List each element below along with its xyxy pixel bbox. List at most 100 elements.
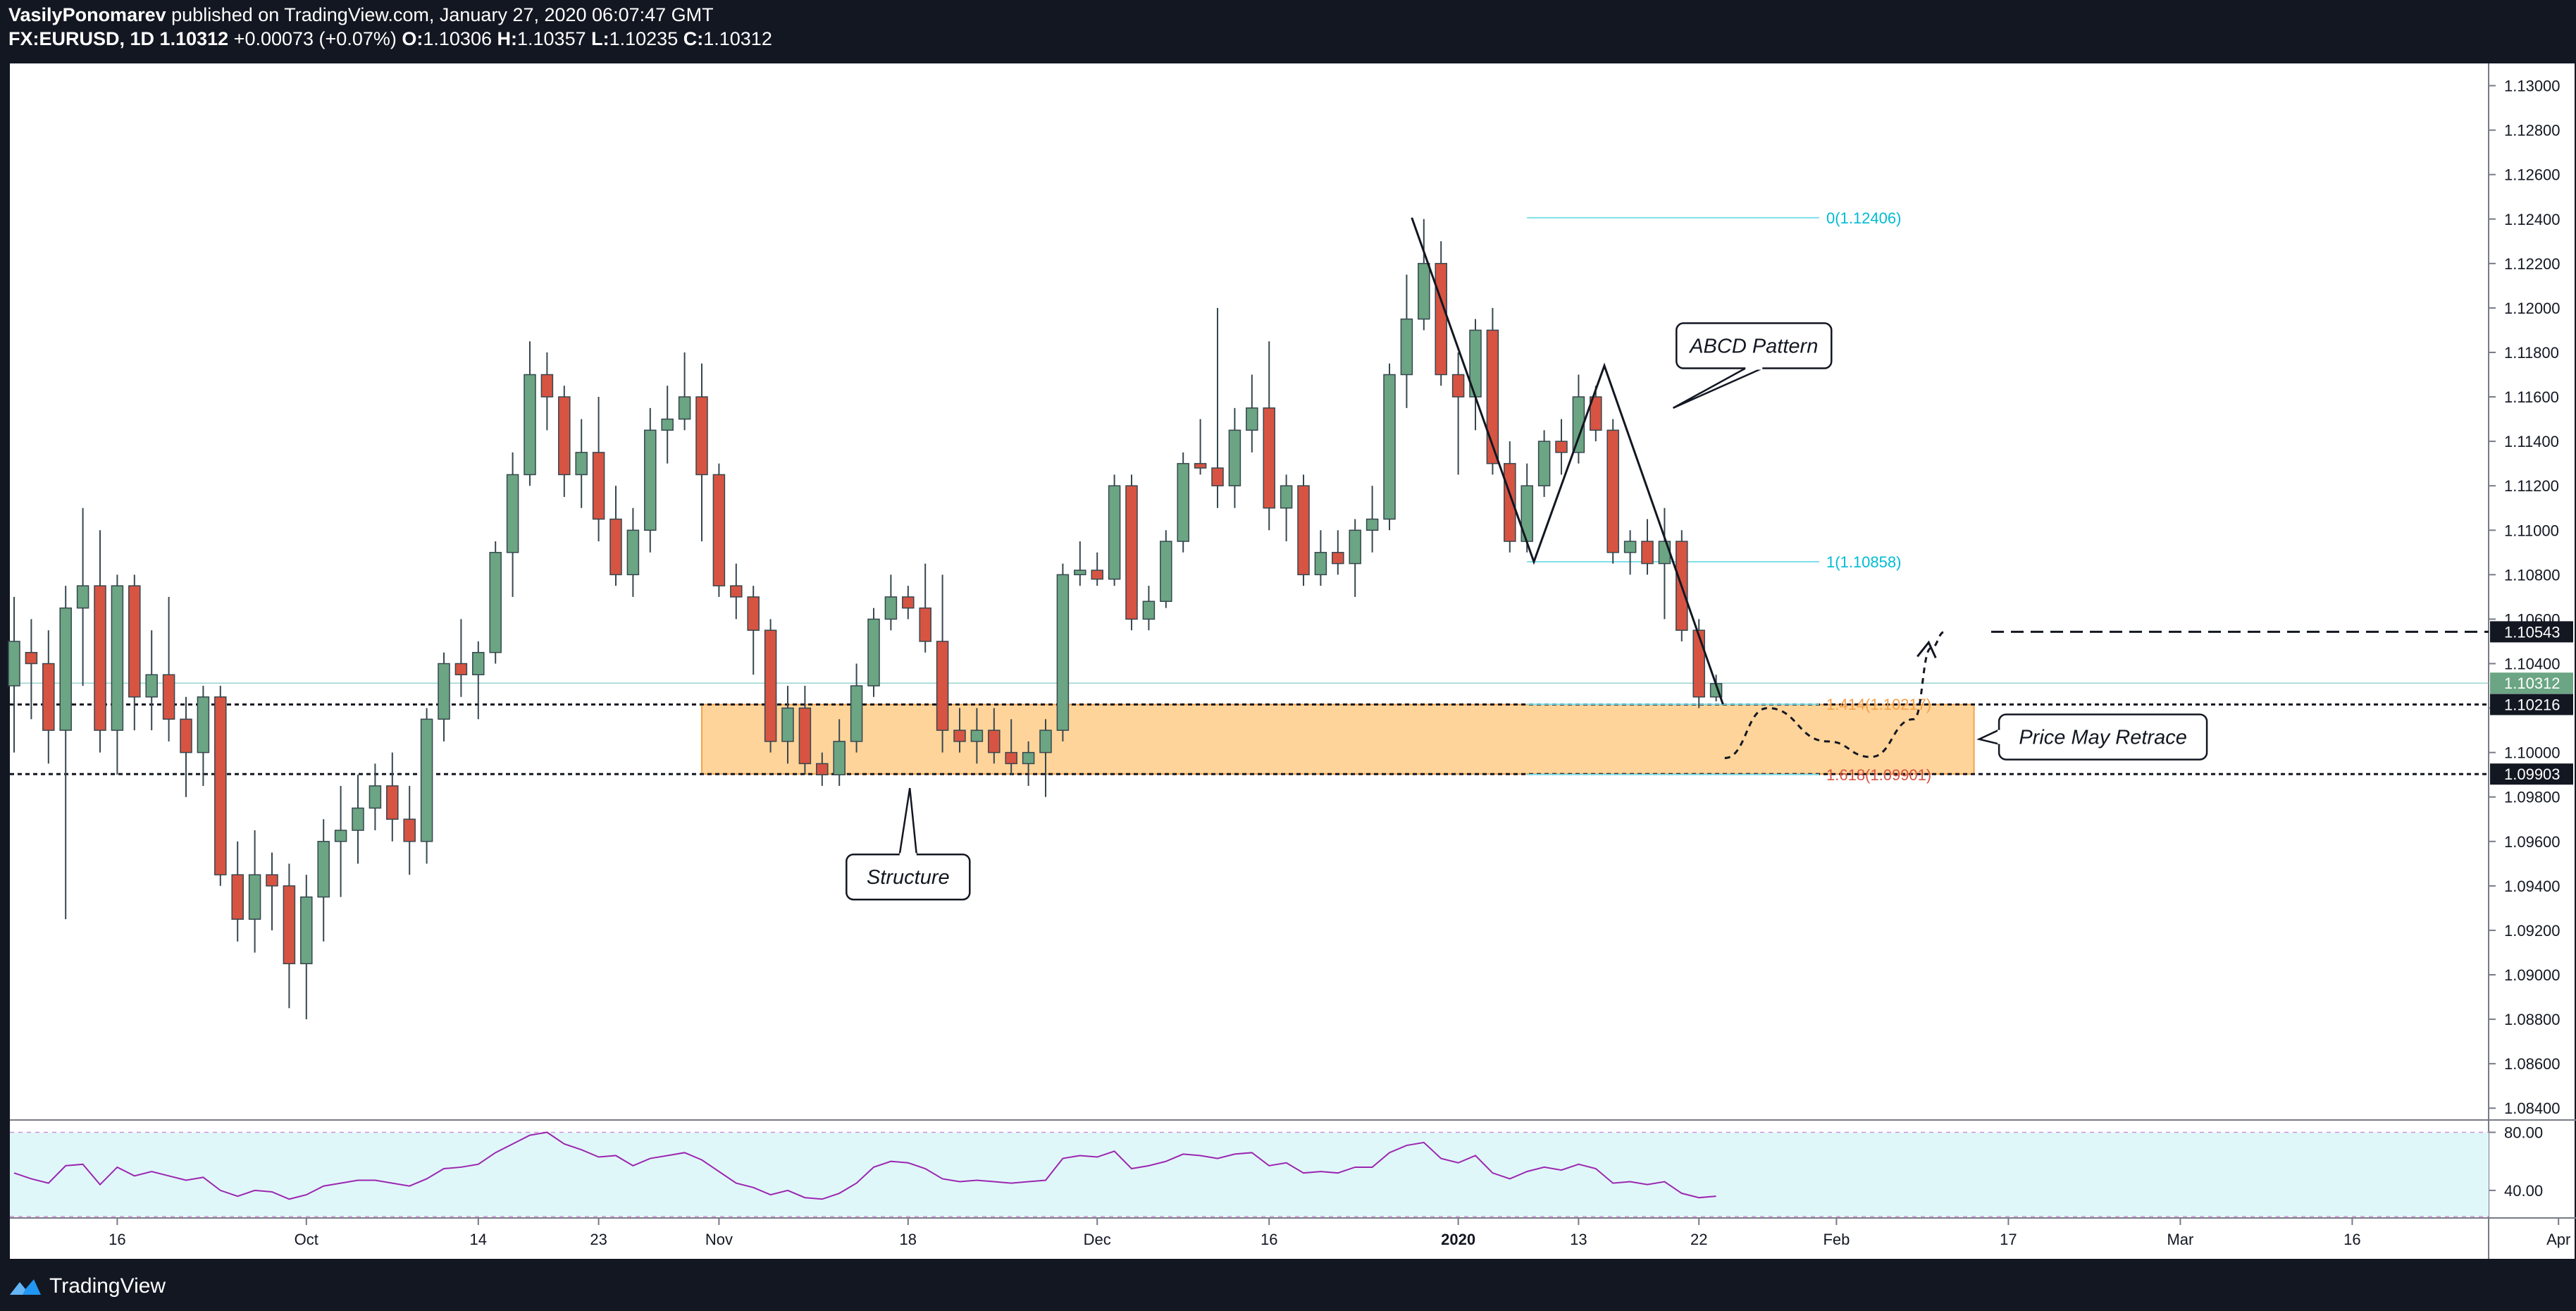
candle-bull[interactable] <box>59 607 72 731</box>
candle-bear[interactable] <box>1125 485 1138 620</box>
candle-bear[interactable] <box>1297 485 1310 576</box>
candle-bear[interactable] <box>162 674 175 720</box>
rsi-line[interactable] <box>13 1131 1716 1200</box>
candle-bull[interactable] <box>970 730 984 742</box>
candle-bear[interactable] <box>1435 263 1447 376</box>
candle-bull[interactable] <box>781 707 794 742</box>
author-name[interactable]: VasilyPonomarev <box>8 4 166 25</box>
candle-bear[interactable] <box>988 730 1001 753</box>
candle-bear[interactable] <box>25 651 38 665</box>
candle-bull[interactable] <box>489 552 502 653</box>
candle-bear[interactable] <box>1194 462 1207 469</box>
candle-bull[interactable] <box>300 896 313 964</box>
candle-bull[interactable] <box>334 830 347 842</box>
candle-bear[interactable] <box>764 629 777 742</box>
candle-bull[interactable] <box>248 874 261 920</box>
candle-bull[interactable] <box>1658 541 1671 565</box>
candle-bull[interactable] <box>575 452 588 476</box>
candle-bull[interactable] <box>678 396 691 420</box>
candle-bear[interactable] <box>902 596 915 609</box>
candle-bull[interactable] <box>1383 374 1396 520</box>
candle-bull[interactable] <box>1142 601 1156 620</box>
candle-bear[interactable] <box>42 663 55 731</box>
candle-bear[interactable] <box>283 885 296 964</box>
candle-bull[interactable] <box>1039 730 1052 753</box>
candle-bear[interactable] <box>1451 374 1465 398</box>
candle-bull[interactable] <box>661 418 674 431</box>
candle-bear[interactable] <box>1555 441 1568 453</box>
projection-path[interactable] <box>1724 630 1945 760</box>
candle-bear[interactable] <box>128 585 141 698</box>
abcd-pattern-line[interactable] <box>1411 217 1724 705</box>
candle-bear[interactable] <box>214 696 227 875</box>
candle-bear[interactable] <box>695 396 708 476</box>
candle-bull[interactable] <box>1314 552 1327 576</box>
candle-bear[interactable] <box>953 730 966 742</box>
candle-bull[interactable] <box>317 841 330 898</box>
candle-bear[interactable] <box>1590 396 1602 431</box>
tradingview-logo[interactable]: TradingView <box>8 1274 166 1298</box>
candle-bull[interactable] <box>626 529 640 576</box>
candle-bull[interactable] <box>506 474 519 553</box>
candle-bull[interactable] <box>644 429 657 531</box>
candle-bull[interactable] <box>1537 441 1551 486</box>
candle-bull[interactable] <box>1280 485 1293 509</box>
candle-bear[interactable] <box>94 585 106 731</box>
candle-bear[interactable] <box>730 585 743 598</box>
candle-bear[interactable] <box>1211 467 1224 486</box>
candle-bull[interactable] <box>1246 407 1258 431</box>
candle-bull[interactable] <box>1177 462 1189 542</box>
candle-bear[interactable] <box>540 374 554 398</box>
candle-bull[interactable] <box>1056 574 1070 731</box>
candle-bull[interactable] <box>1400 318 1413 376</box>
candle-bull[interactable] <box>867 618 880 687</box>
candle-bear[interactable] <box>747 596 760 631</box>
candle-bull[interactable] <box>111 585 124 731</box>
chart-canvas[interactable]: 1.13000 1.12800 1.12600 1.12400 1.12200 1.120… <box>0 61 2576 1262</box>
candle-bear[interactable] <box>558 396 571 476</box>
candle-bull[interactable] <box>352 807 364 831</box>
candle-bull[interactable] <box>1022 751 1035 765</box>
candle-bull[interactable] <box>197 696 210 753</box>
candle-bear[interactable] <box>798 707 812 765</box>
candle-bear[interactable] <box>919 607 931 642</box>
candle-bull[interactable] <box>1349 529 1361 565</box>
candle-bull[interactable] <box>850 685 863 742</box>
candle-bull[interactable] <box>1418 263 1430 320</box>
structure-zone[interactable] <box>701 703 1975 775</box>
candle-bear[interactable] <box>403 818 416 842</box>
candle-bull[interactable] <box>76 585 89 609</box>
candle-bull[interactable] <box>420 718 433 842</box>
candle-bull[interactable] <box>1623 541 1637 553</box>
candle-bull[interactable] <box>1228 429 1241 486</box>
candle-bear[interactable] <box>1486 329 1499 464</box>
candle-bull[interactable] <box>1074 570 1086 576</box>
candle-bear[interactable] <box>936 641 949 731</box>
candle-bear[interactable] <box>712 474 726 586</box>
candle-bull[interactable] <box>145 674 158 698</box>
candle-bear[interactable] <box>592 452 605 520</box>
candle-bull[interactable] <box>1366 518 1379 531</box>
candle-bear[interactable] <box>454 663 468 676</box>
candle-bull[interactable] <box>833 741 846 775</box>
candle-bear[interactable] <box>266 874 278 887</box>
symbol-name[interactable]: FX:EURUSD, 1D <box>8 28 155 49</box>
candle-bear[interactable] <box>1263 407 1275 509</box>
candle-bull[interactable] <box>438 663 450 720</box>
candle-bear[interactable] <box>1005 751 1017 765</box>
candle-bear[interactable] <box>231 874 244 920</box>
candle-bear[interactable] <box>1641 541 1654 565</box>
candle-bull[interactable] <box>472 651 485 676</box>
candle-bear[interactable] <box>1692 629 1705 698</box>
candle-bull[interactable] <box>1108 485 1121 580</box>
candle-bear[interactable] <box>1606 429 1619 553</box>
candle-bear[interactable] <box>609 518 622 576</box>
candle-bull[interactable] <box>1160 541 1172 602</box>
candle-bear[interactable] <box>180 718 192 753</box>
candle-bear[interactable] <box>1332 552 1344 565</box>
candle-bull[interactable] <box>884 596 898 620</box>
candle-bull[interactable] <box>524 374 536 476</box>
candle-bear[interactable] <box>386 785 399 820</box>
candle-bear[interactable] <box>816 763 829 775</box>
candle-bear[interactable] <box>1091 570 1103 580</box>
